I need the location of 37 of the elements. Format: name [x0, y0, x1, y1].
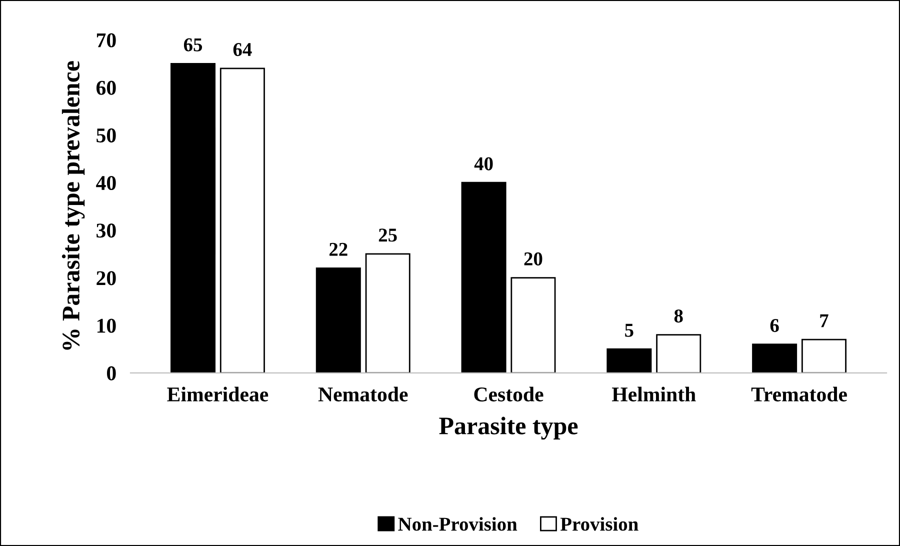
legend-label: Provision — [560, 517, 638, 531]
bar — [316, 268, 361, 373]
data-label: 65 — [184, 38, 202, 52]
bar — [752, 344, 798, 373]
data-label: 64 — [233, 43, 252, 56]
x-tick-label: Nematode — [318, 386, 408, 402]
bar — [365, 253, 410, 373]
y-tick-label: 40 — [96, 176, 116, 190]
data-label: 6 — [770, 319, 779, 332]
x-tick-label: Trematode — [751, 386, 847, 402]
data-label: 7 — [820, 314, 828, 328]
bar — [510, 277, 556, 373]
y-axis-title: % Parasite type prevalence — [62, 61, 85, 350]
y-tick-label: 60 — [96, 80, 116, 95]
y-tick-label: 70 — [96, 33, 116, 48]
y-tick-label: 30 — [96, 224, 116, 238]
y-tick-label: 10 — [97, 318, 116, 333]
y-tick-label: 0 — [106, 366, 116, 380]
y-tick-label: 50 — [96, 128, 116, 142]
legend-label: Non-Provision — [398, 517, 518, 531]
bar — [656, 334, 702, 373]
data-label: 5 — [625, 324, 634, 337]
bar — [606, 348, 652, 373]
x-axis-title: Parasite type — [439, 416, 578, 440]
data-label: 8 — [674, 309, 683, 323]
bar — [461, 182, 506, 373]
bar — [220, 68, 265, 373]
data-label: 25 — [378, 228, 397, 242]
x-tick-label: Helminth — [612, 386, 696, 402]
x-tick-label: Cestode — [474, 386, 544, 402]
bar — [801, 338, 846, 373]
data-label: 22 — [329, 242, 348, 256]
x-tick-label: Eimerideae — [167, 386, 268, 402]
y-tick-label: 20 — [96, 271, 116, 286]
data-label: 20 — [524, 252, 542, 266]
data-label: 40 — [474, 157, 493, 170]
bar — [170, 62, 216, 373]
